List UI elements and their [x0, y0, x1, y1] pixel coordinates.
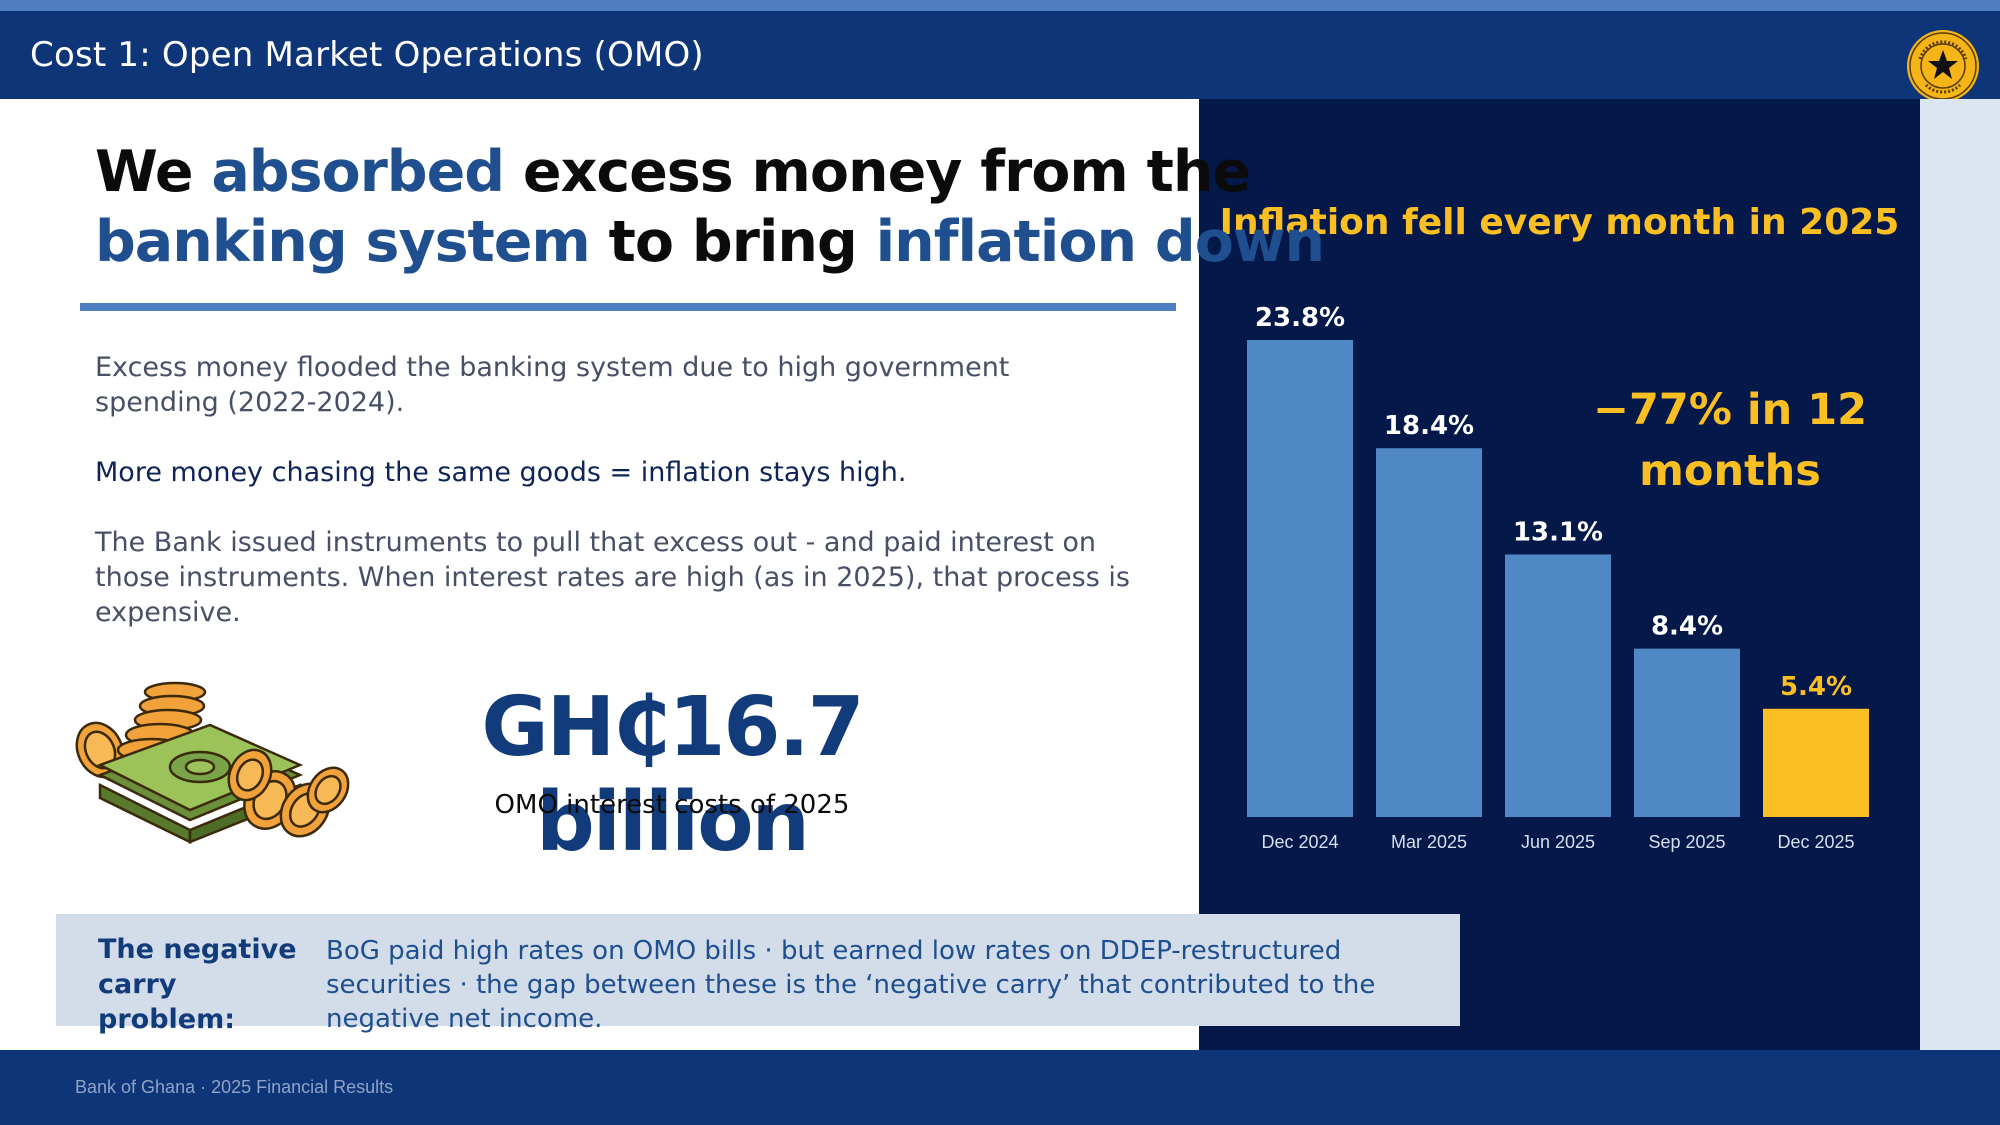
- footer-text: Bank of Ghana · 2025 Financial Results: [75, 1077, 394, 1097]
- chart-title: Inflation fell every month in 2025: [1219, 202, 1900, 243]
- data-label: 8.4%: [1651, 612, 1723, 642]
- bar-dec-2025: [1763, 708, 1869, 817]
- top-accent-stripe: [0, 0, 2000, 11]
- data-label: 23.8%: [1255, 303, 1345, 333]
- headline-text: excess money from the: [504, 139, 1251, 205]
- bank-of-ghana-seal-icon: [1907, 30, 1979, 102]
- headline-accent: inflation down: [875, 209, 1325, 275]
- bar-jun-2025: [1505, 554, 1611, 817]
- headline-text: We: [95, 139, 212, 205]
- header-bar: Cost 1: Open Market Operations (OMO): [0, 11, 2000, 102]
- body-paragraph-3: The Bank issued instruments to pull that…: [95, 527, 1130, 628]
- x-tick-label: Dec 2024: [1261, 832, 1338, 852]
- x-tick-label: Jun 2025: [1521, 832, 1595, 852]
- x-tick-label: Dec 2025: [1777, 832, 1854, 852]
- callout-text: BoG paid high rates on OMO bills · but e…: [326, 936, 1376, 1034]
- bar-sep-2025: [1634, 648, 1740, 817]
- body-paragraph-1: Excess money flooded the banking system …: [95, 352, 1010, 418]
- omo-cost-caption: OMO interest costs of 2025: [494, 790, 850, 820]
- headline-text: to bring: [589, 209, 876, 275]
- money-stack-icon: [75, 681, 350, 845]
- headline-line-2: banking system to bring inflation down: [95, 207, 1325, 277]
- x-tick-label: Sep 2025: [1648, 832, 1725, 852]
- footer-bar: Bank of Ghana · 2025 Financial Results: [0, 1050, 2000, 1125]
- bar-dec-2024: [1247, 340, 1353, 817]
- headline-accent: banking system: [95, 209, 591, 275]
- data-label: 18.4%: [1384, 411, 1474, 441]
- slide-title: Cost 1: Open Market Operations (OMO): [30, 35, 704, 75]
- headline: We absorbed excess money from the bankin…: [95, 137, 1325, 277]
- data-label: 5.4%: [1780, 672, 1852, 702]
- negative-carry-callout: The negative carry problem: BoG paid hig…: [56, 914, 1460, 1035]
- bar-mar-2025: [1376, 448, 1482, 817]
- omo-cost-amount: GH₵16.7 billion: [481, 680, 864, 870]
- headline-accent: absorbed: [211, 139, 505, 205]
- inflation-change-annotation: −77% in 12 months: [1592, 385, 1868, 496]
- data-label: 13.1%: [1513, 517, 1603, 547]
- callout-label: The negative carry problem:: [98, 934, 297, 1035]
- inflation-bar-chart: 23.8% Dec 2024 18.4% Mar 2025 13.1% Jun 2025 8…: [1247, 303, 1869, 852]
- right-edge-band: [1920, 99, 2000, 1050]
- headline-divider: [80, 303, 1176, 311]
- headline-line-1: We absorbed excess money from the: [95, 137, 1324, 207]
- body-paragraph-2: More money chasing the same goods = infl…: [95, 457, 907, 488]
- x-tick-label: Mar 2025: [1391, 832, 1467, 852]
